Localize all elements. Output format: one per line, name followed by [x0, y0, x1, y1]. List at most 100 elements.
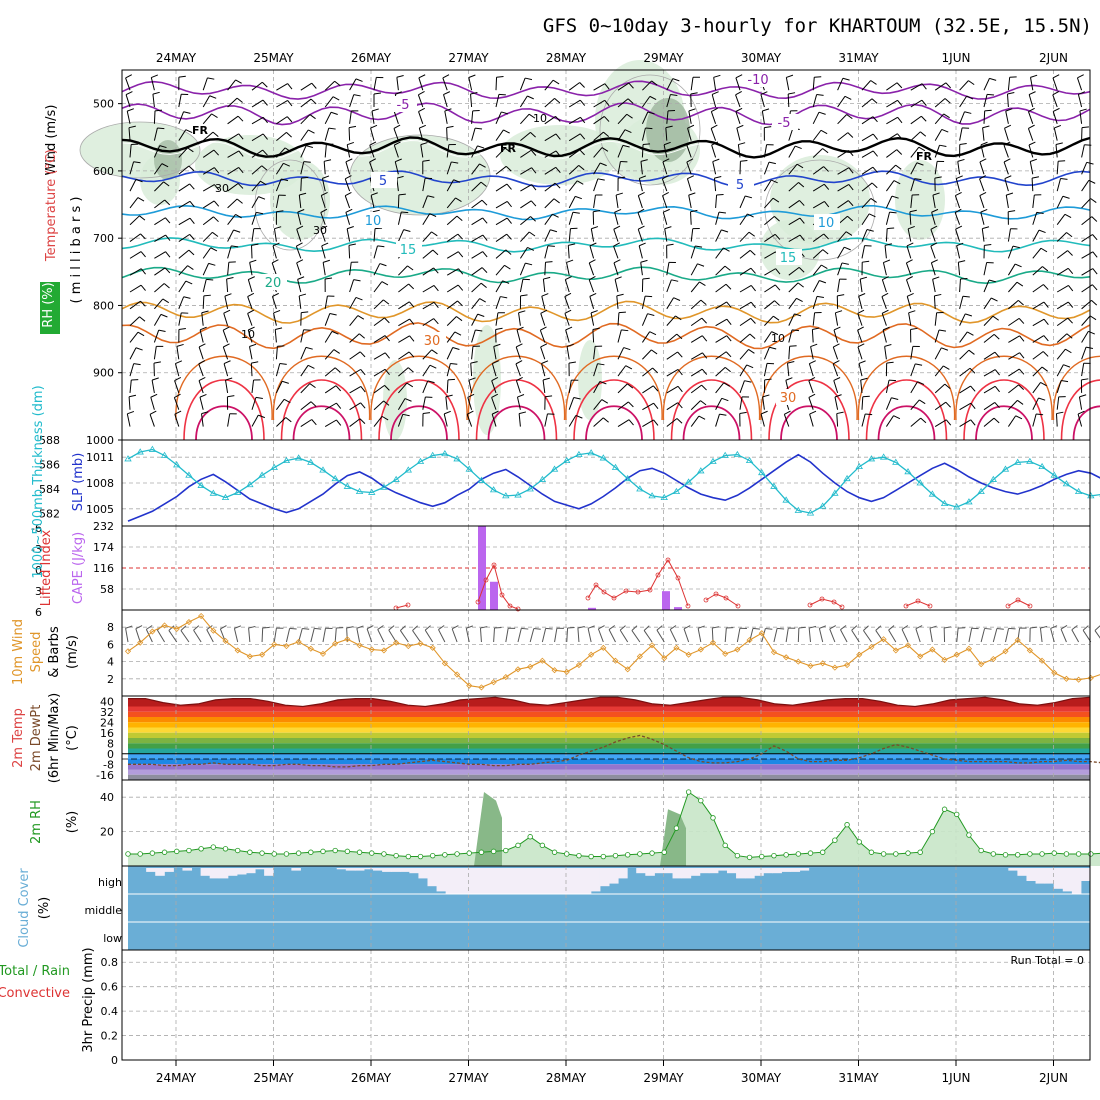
upper-wind-barb — [568, 196, 576, 209]
upper-wind-barb — [954, 212, 961, 225]
slp-point — [185, 471, 193, 478]
upper-wind-barb — [471, 199, 483, 209]
upper-wind-barb — [1032, 284, 1044, 293]
upper-wind-barb-flag — [918, 146, 926, 152]
temp2m-tick-label: 8 — [107, 737, 114, 750]
slp-point — [392, 475, 400, 482]
cloud-high-clear — [291, 868, 301, 871]
upper-wind-barb-flag — [1081, 378, 1089, 381]
upper-wind-barb — [495, 129, 504, 141]
upper-wind-barb — [861, 98, 873, 108]
upper-wind-barb — [1081, 144, 1085, 158]
upper-wind-barb-flag — [625, 365, 633, 370]
upper-wind-barb — [275, 195, 280, 209]
rh2m-point — [819, 849, 826, 855]
upper-wind-barb — [983, 385, 996, 394]
wind10m-barb-flag — [400, 625, 406, 631]
upper-wind-barb-flag — [1031, 176, 1040, 179]
upper-wind-barb-flag — [979, 191, 987, 197]
upper-wind-barb — [153, 330, 160, 343]
slp-point — [672, 487, 681, 494]
rh2m-point — [210, 844, 217, 850]
upper-wind-barb — [885, 228, 888, 242]
cloud-high-clear — [554, 868, 565, 894]
upper-wind-barb-flag — [1043, 284, 1049, 290]
upper-wind-barb — [202, 149, 215, 158]
upper-wind-barb — [373, 281, 383, 293]
wind10m-barb-flag — [125, 625, 133, 629]
upper-wind-barb — [422, 364, 431, 377]
upper-wind-barb-flag — [480, 181, 487, 187]
wind10m-barb-flag — [234, 625, 242, 629]
ylabel-10m-wind: 10m Wind — [11, 619, 26, 685]
precip-panel: 0.80.60.40.20 — [101, 950, 1090, 1067]
wind10m-speed-point — [588, 651, 595, 658]
cloud-high-clear — [590, 868, 601, 892]
upper-wind-barb — [666, 94, 671, 108]
cloud-high-clear — [781, 868, 792, 872]
rh2m-point — [600, 853, 607, 860]
upper-wind-barb — [373, 245, 378, 259]
wind10m-speed-point — [807, 662, 814, 669]
wind10m-barb-flag — [587, 625, 595, 629]
upper-wind-barb-flag — [1030, 74, 1038, 78]
upper-wind-barb-flag — [301, 176, 309, 179]
wind10m-barb — [980, 628, 986, 643]
upper-wind-barb-flag — [1067, 250, 1073, 256]
upper-wind-barb — [202, 167, 215, 175]
slp-point — [916, 479, 924, 486]
upper-wind-barb-flag — [336, 402, 342, 409]
upper-wind-barb — [446, 268, 459, 276]
rh2m-point — [174, 848, 180, 855]
upper-wind-barb-flag — [162, 298, 170, 304]
upper-wind-barb-flag — [433, 267, 439, 274]
upper-wind-barb-flag — [377, 245, 385, 248]
upper-wind-barb — [615, 194, 619, 208]
upper-wind-barb-flag — [886, 361, 894, 364]
upper-wind-barb — [737, 144, 741, 158]
upper-wind-barb-flag — [652, 367, 659, 374]
upper-wind-barb-flag — [615, 192, 623, 196]
upper-wind-barb-flag — [188, 165, 195, 172]
upper-wind-barb — [886, 99, 898, 108]
upper-wind-barb — [1078, 396, 1083, 410]
upper-wind-barb-flag — [599, 381, 607, 385]
upper-wind-barb-flag — [994, 369, 1000, 376]
upper-wind-barb-flag — [467, 393, 475, 398]
wind10m-barb-flag — [1050, 625, 1058, 629]
upper-wind-barb — [129, 300, 141, 310]
upper-wind-barb-flag — [480, 282, 487, 288]
upper-wind-barb-flag — [820, 129, 828, 135]
upper-wind-barb — [637, 195, 643, 209]
upper-wind-barb — [178, 111, 185, 125]
wind10m-barb-flag — [798, 626, 806, 629]
upper-wind-barb-flag — [921, 83, 927, 90]
upper-wind-barb — [886, 133, 898, 142]
rh-contour — [79, 121, 201, 179]
upper-wind-barb-flag — [686, 158, 694, 163]
upper-wind-barb-flag — [525, 262, 533, 266]
upper-wind-barb-flag — [174, 393, 181, 398]
upper-wind-barb-flag — [384, 384, 390, 391]
upper-wind-barb — [271, 296, 277, 309]
upper-wind-barb — [202, 184, 215, 192]
upper-wind-barb — [300, 178, 302, 192]
wind10m-barb — [334, 628, 337, 643]
upper-wind-barb-flag — [887, 227, 895, 230]
upper-wind-barb — [1007, 228, 1011, 242]
upper-wind-barb — [446, 300, 458, 310]
upper-wind-barb — [324, 385, 337, 394]
upper-wind-barb-flag — [819, 280, 827, 284]
cloud-high-clear — [790, 868, 801, 872]
cloud-high-clear — [354, 868, 365, 871]
upper-wind-barb-flag — [226, 277, 234, 280]
upper-wind-barb-flag — [872, 166, 878, 173]
upper-wind-barb — [1056, 213, 1066, 226]
upper-wind-barb-flag — [272, 292, 279, 297]
upper-wind-barb-flag — [406, 382, 414, 388]
upper-wind-barb — [199, 329, 204, 343]
wind10m-barb-flag — [819, 625, 827, 629]
upper-wind-barb — [300, 98, 312, 108]
upper-wind-barb — [954, 195, 961, 209]
upper-wind-barb-flag — [1019, 352, 1025, 359]
